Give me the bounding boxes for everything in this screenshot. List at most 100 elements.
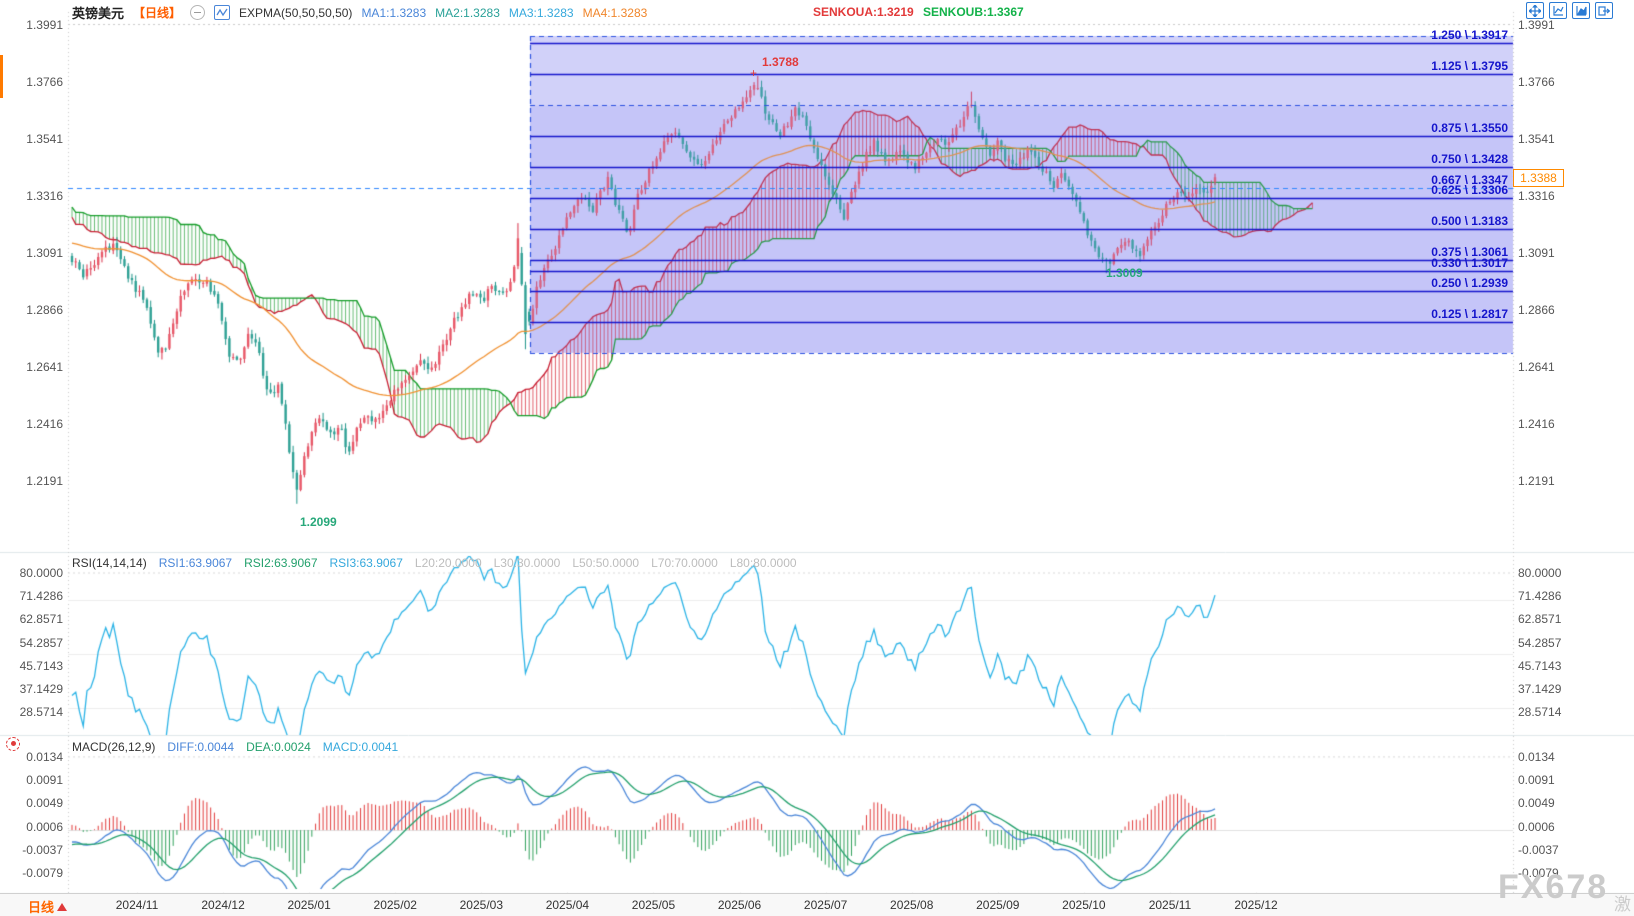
- fib-label: 0.667 \ 1.3347: [1431, 172, 1508, 187]
- high-price-marker: 1.3788: [762, 55, 799, 69]
- collapse-icon[interactable]: [190, 5, 206, 20]
- rsi-axis-label-right: 71.4286: [1518, 589, 1562, 604]
- low-price-marker: 1.2099: [300, 515, 337, 529]
- rsi-l30: L30:30.0000: [493, 556, 561, 570]
- price-axis-label-left: 1.3991: [26, 17, 63, 32]
- price-axis-label-right: 1.2641: [1518, 359, 1555, 374]
- time-axis-month-label[interactable]: 2025/10: [1062, 898, 1106, 912]
- detach-window-icon[interactable]: [1595, 2, 1613, 19]
- rsi-axis-label-right: 62.8571: [1518, 612, 1562, 627]
- price-axis-label-right: 1.3991: [1518, 17, 1555, 32]
- time-axis-month-label[interactable]: 2025/05: [631, 898, 676, 912]
- fib-label: 0.500 \ 1.3183: [1431, 214, 1508, 229]
- rsi-l50: L50:50.0000: [572, 556, 640, 570]
- last-price-box: 1.3388: [1513, 169, 1564, 187]
- time-axis-month-label[interactable]: 2025/06: [717, 898, 762, 912]
- price-axis-label-left: 1.2416: [26, 416, 63, 431]
- chart-toolbar: [1526, 2, 1613, 19]
- fib-label: 0.330 \ 1.3017: [1431, 256, 1508, 271]
- left-scroll-strip[interactable]: [0, 55, 3, 98]
- price-axis-label-right: 1.3541: [1518, 131, 1555, 146]
- rsi3-value: RSI3:63.9067: [329, 556, 403, 570]
- macd-axis-label-right: 0.0134: [1518, 749, 1555, 764]
- macd-header: MACD(26,12,9) DIFF:0.0044 DEA:0.0024 MAC…: [72, 740, 398, 754]
- macd-axis-label-left: 0.0049: [26, 796, 63, 811]
- rsi-axis-label-left: 71.4286: [19, 589, 63, 604]
- time-axis-month-label[interactable]: 2025/01: [287, 898, 331, 912]
- watermark: FX678: [1498, 868, 1609, 906]
- rsi-l80: L80:80.0000: [729, 556, 797, 570]
- ma1-value: MA1:1.3283: [361, 5, 427, 20]
- time-axis-month-label[interactable]: 2025/07: [803, 898, 848, 912]
- pan-icon[interactable]: [1526, 2, 1544, 19]
- time-axis-month-label[interactable]: 2025/12: [1234, 898, 1278, 912]
- expma-label: EXPMA(50,50,50,50): [239, 5, 353, 20]
- price-axis-label-left: 1.3316: [26, 188, 63, 203]
- rsi-axis-label-right: 28.5714: [1518, 705, 1562, 720]
- time-axis-month-label[interactable]: 2024/11: [115, 898, 159, 912]
- time-axis-month-label[interactable]: 2024/12: [201, 898, 245, 912]
- price-axis-label-right: 1.3091: [1518, 245, 1555, 260]
- fib-label: 1.125 \ 1.3795: [1431, 59, 1508, 74]
- macd-axis-label-left: -0.0079: [22, 866, 63, 881]
- price-axis-label-right: 1.2416: [1518, 416, 1555, 431]
- macd-axis-label-left: 0.0091: [26, 773, 63, 788]
- macd-value: MACD:0.0041: [322, 740, 399, 754]
- rsi1-value: RSI1:63.9067: [158, 556, 233, 570]
- macd-axis-label-right: -0.0037: [1518, 843, 1559, 858]
- price-axis-label-left: 1.3541: [26, 131, 63, 146]
- price-axis-label-right: 1.2191: [1518, 473, 1555, 488]
- indicator-chart-icon[interactable]: [214, 5, 231, 20]
- time-axis-month-label[interactable]: 2025/03: [459, 898, 504, 912]
- watermark-cn: 激: [1614, 895, 1631, 914]
- axis-chart-filled-icon[interactable]: [1572, 2, 1590, 19]
- rsi-params: RSI(14,14,14): [72, 556, 147, 570]
- main-header: 英镑美元 【日线】 EXPMA(50,50,50,50) MA1:1.3283 …: [72, 3, 647, 22]
- fib-label: 0.250 \ 1.2939: [1431, 276, 1508, 290]
- time-axis-month-label[interactable]: 2025/11: [1148, 898, 1192, 912]
- macd-axis-label-right: -0.0079: [1518, 866, 1559, 881]
- axis-chart-icon[interactable]: [1549, 2, 1567, 19]
- price-axis-label-left: 1.3091: [26, 245, 63, 260]
- fib-label: 0.625 \ 1.3306: [1431, 183, 1508, 198]
- rsi2-value: RSI2:63.9067: [244, 556, 318, 570]
- rsi-l70: L70:70.0000: [651, 556, 718, 570]
- fib-label: 0.375 \ 1.3061: [1431, 245, 1508, 260]
- fib-label: 0.750 \ 1.3428: [1431, 152, 1508, 167]
- rsi-l20: L20:20.0000: [414, 556, 482, 570]
- rsi-axis-label-left: 54.2857: [19, 635, 63, 650]
- time-axis-month-label[interactable]: 2025/04: [545, 898, 590, 912]
- rsi-axis-label-left: 62.8571: [19, 612, 63, 627]
- rsi-axis-label-left: 28.5714: [19, 705, 63, 720]
- period-selector[interactable]: 日线: [28, 897, 68, 916]
- macd-axis-label-right: 0.0006: [1518, 819, 1555, 834]
- symbol-title: 英镑美元: [72, 6, 125, 21]
- time-axis-month-label[interactable]: 2025/02: [373, 898, 417, 912]
- up-triangle-icon: [57, 902, 68, 911]
- macd-axis-label-right: 0.0049: [1518, 796, 1555, 811]
- ma4-value: MA4:1.3283: [582, 5, 648, 20]
- price-axis-label-left: 1.3766: [26, 74, 63, 89]
- macd-params: MACD(26,12,9): [72, 740, 156, 754]
- period-tag[interactable]: 【日线】: [133, 6, 182, 20]
- live-indicator-icon[interactable]: [6, 737, 20, 751]
- macd-axis-label-left: 0.0134: [26, 749, 63, 764]
- macd-diff-value: DIFF:0.0044: [167, 740, 235, 754]
- time-axis-month-label[interactable]: 2025/08: [890, 898, 934, 912]
- macd-axis-label-left: -0.0037: [22, 843, 63, 858]
- price-axis-label-left: 1.2641: [26, 359, 63, 374]
- macd-dea-value: DEA:0.0024: [246, 740, 311, 754]
- swing-low-marker: 1.3009: [1106, 266, 1143, 280]
- rsi-axis-label-left: 37.1429: [19, 682, 63, 696]
- period-selector-label: 日线: [28, 900, 55, 915]
- rsi-axis-label-right: 37.1429: [1518, 682, 1562, 696]
- senkoua-value: SENKOUA:1.3219: [813, 5, 914, 19]
- fib-label: 0.875 \ 1.3550: [1431, 121, 1508, 136]
- time-axis-month-label[interactable]: 2025/09: [976, 898, 1020, 912]
- rsi-axis-label-right: 54.2857: [1518, 635, 1562, 650]
- rsi-axis-label-left: 45.7143: [19, 658, 63, 673]
- rsi-axis-label-left: 80.0000: [19, 566, 63, 580]
- price-axis-label-right: 1.3316: [1518, 188, 1555, 203]
